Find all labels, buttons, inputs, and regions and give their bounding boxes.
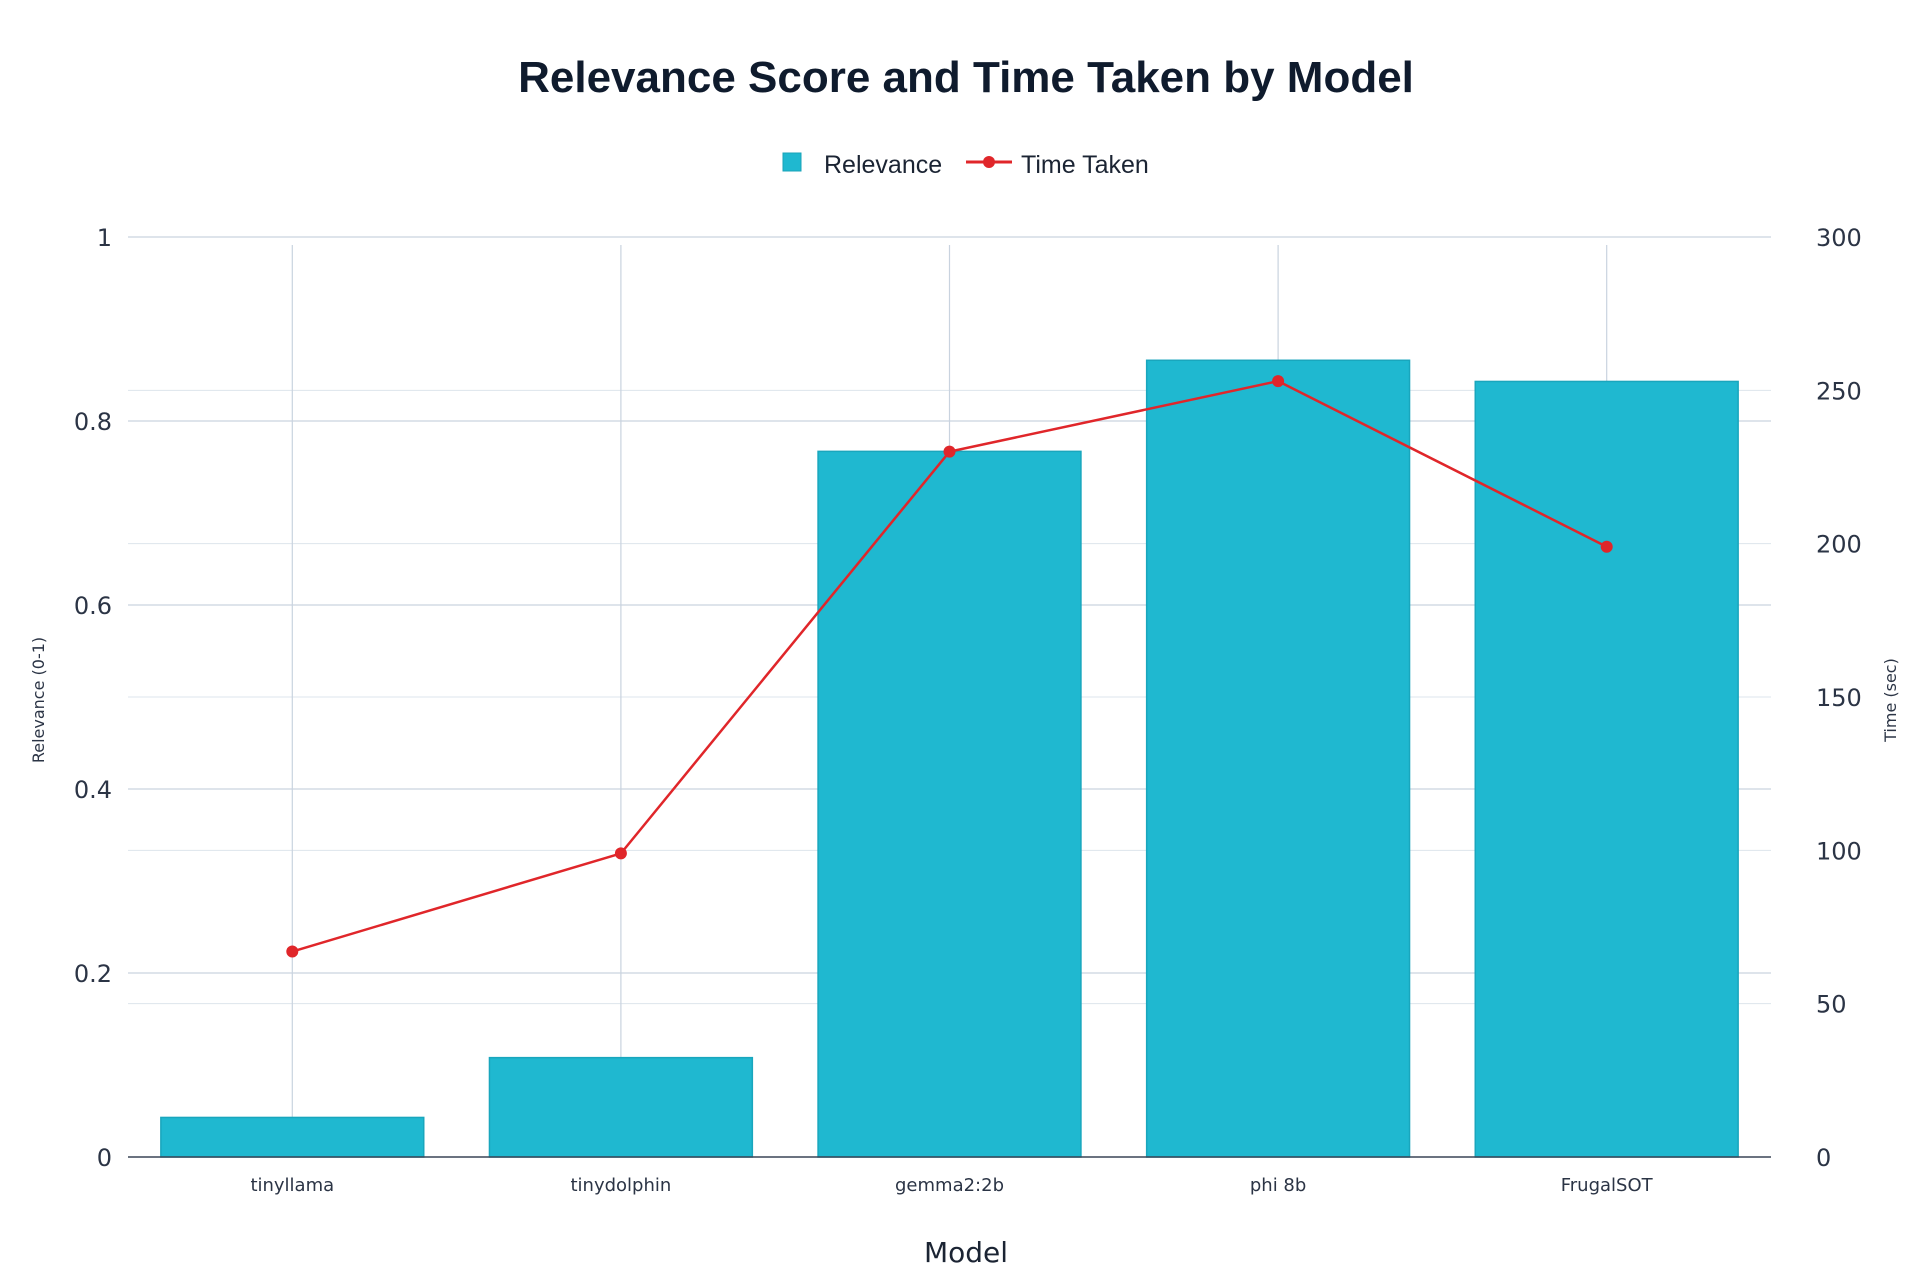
y2-tick-label: 50 xyxy=(1816,991,1847,1019)
bars xyxy=(160,359,1739,1158)
x-tick-label: phi 8b xyxy=(1250,1175,1306,1196)
y2-tick-label: 300 xyxy=(1816,224,1862,252)
y-axis-title: Relevance (0-1) xyxy=(29,637,48,763)
y2-tick-label: 0 xyxy=(1816,1144,1831,1172)
time-point-tinyllama xyxy=(286,945,299,958)
x-axis-title: Model xyxy=(924,1236,1008,1269)
y-tick-label: 0.2 xyxy=(74,960,112,988)
x-tick-label: FrugalSOT xyxy=(1561,1175,1654,1196)
y-tick-label: 0.6 xyxy=(74,592,112,620)
x-tick-label: tinydolphin xyxy=(570,1175,671,1196)
legend-swatch-relevance xyxy=(782,152,802,172)
time-point-phi-8b xyxy=(1272,375,1285,388)
bar-tinydolphin xyxy=(488,1056,754,1158)
x-tick-label: tinyllama xyxy=(250,1175,334,1196)
bar-gemma2-2b xyxy=(817,450,1082,1158)
time-point-gemma2-2b xyxy=(943,445,956,458)
legend-marker-time xyxy=(983,156,995,168)
y2-tick-label: 100 xyxy=(1816,837,1862,865)
bar-frugalsot xyxy=(1474,380,1739,1158)
y2-tick-label: 200 xyxy=(1816,531,1862,559)
y-tick-label: 1 xyxy=(97,224,112,252)
y2-tick-label: 250 xyxy=(1816,377,1862,405)
y2-axis-title: Time (sec) xyxy=(1881,658,1900,743)
y-tick-label: 0 xyxy=(97,1144,112,1172)
time-point-tinydolphin xyxy=(614,847,627,860)
x-tick-label: gemma2:2b xyxy=(895,1175,1004,1196)
legend-label-relevance: Relevance xyxy=(824,151,942,179)
bar-phi-8b xyxy=(1145,359,1411,1158)
y-tick-label: 0.8 xyxy=(74,408,112,436)
y-tick-label: 0.4 xyxy=(74,776,112,804)
time-line xyxy=(286,375,1613,958)
legend-label-time: Time Taken xyxy=(1021,151,1149,179)
time-point-frugalsot xyxy=(1600,540,1613,553)
y2-tick-label: 150 xyxy=(1816,684,1862,712)
bar-tinyllama xyxy=(160,1116,425,1158)
axes: 0 0.2 0.4 0.6 0.8 1 0 50 100 150 200 250 300 tinyllam… xyxy=(74,224,1862,1196)
chart-title: Relevance Score and Time Taken by Model xyxy=(518,53,1414,102)
legend: Relevance Time Taken xyxy=(782,151,1149,179)
